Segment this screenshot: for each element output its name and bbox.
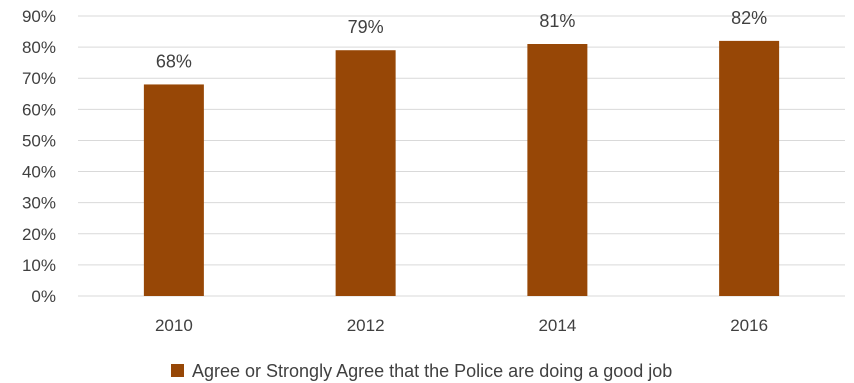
legend: Agree or Strongly Agree that the Police … — [171, 361, 672, 381]
y-tick-label: 0% — [31, 287, 56, 306]
data-labels: 68% 79% 81% 82% — [156, 8, 767, 72]
y-tick-label: 30% — [22, 194, 56, 213]
x-axis-tick-labels: 2010 2012 2014 2016 — [155, 316, 768, 335]
bars — [143, 40, 780, 297]
y-tick-label: 10% — [22, 256, 56, 275]
legend-swatch — [171, 364, 184, 377]
data-label-2012: 79% — [348, 17, 384, 37]
x-tick-label-2010: 2010 — [155, 316, 193, 335]
gridlines — [78, 15, 845, 297]
y-tick-label: 90% — [22, 7, 56, 26]
x-tick-label-2016: 2016 — [730, 316, 768, 335]
x-tick-label-2014: 2014 — [538, 316, 576, 335]
data-label-2014: 81% — [539, 11, 575, 31]
legend-label: Agree or Strongly Agree that the Police … — [192, 361, 672, 381]
x-tick-label-2012: 2012 — [347, 316, 385, 335]
y-tick-label: 50% — [22, 131, 56, 150]
bar-2014 — [527, 44, 588, 296]
y-tick-label: 80% — [22, 38, 56, 57]
bar-2010 — [143, 84, 204, 296]
y-tick-label: 60% — [22, 100, 56, 119]
bar-2016 — [719, 40, 780, 297]
y-tick-label: 40% — [22, 163, 56, 182]
y-axis-tick-labels: 0% 10% 20% 30% 40% 50% 60% 70% 80% 90% — [22, 7, 56, 306]
y-tick-label: 20% — [22, 225, 56, 244]
bar-2012 — [335, 50, 396, 296]
data-label-2010: 68% — [156, 51, 192, 71]
data-label-2016: 82% — [731, 8, 767, 28]
y-tick-label: 70% — [22, 69, 56, 88]
